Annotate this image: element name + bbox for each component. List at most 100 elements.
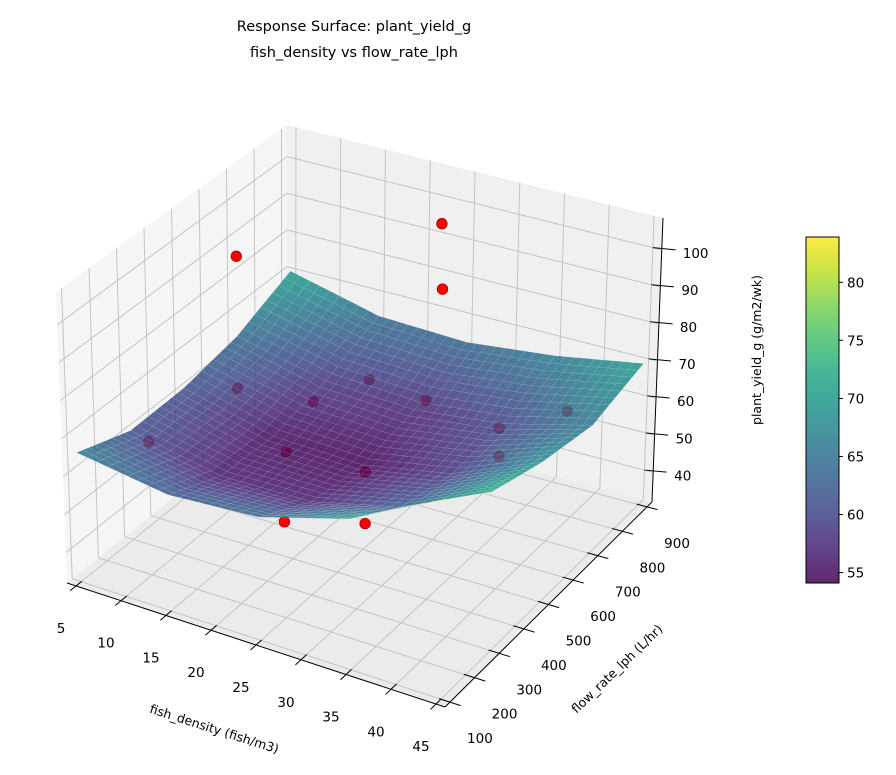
y-tick-label: 600 [590,609,616,625]
x-tick-mark [385,683,397,695]
grid-line-z [61,266,288,440]
z-tick-label: 40 [674,468,691,484]
x-tick-mark [340,668,352,681]
x-tick-mark [114,595,128,606]
surface-facet [492,481,509,488]
z-tick-label: 100 [683,246,709,262]
x-tick-label: 35 [322,710,339,726]
x-tick-mark [250,639,262,651]
z-tick-label: 90 [681,283,698,299]
x-tick-label: 30 [277,695,294,711]
y-tick-mark [537,600,560,609]
surface-facet [610,383,627,392]
x-tick-label: 5 [57,621,66,637]
surface-facet [464,493,481,497]
x-tick-mark [430,698,442,710]
x-tick-mark [295,654,307,666]
y-tick-label: 900 [664,536,690,552]
grid-line-z [58,192,288,364]
z-tick-mark [651,284,675,288]
grid-line-x [599,204,610,489]
colorbar-tick-label: 70 [847,391,864,407]
z-tick-mark [644,469,667,473]
x-tick-label: 25 [232,680,249,696]
y-tick-label: 500 [566,634,592,650]
response-surface [76,270,644,520]
grid-line-y [88,268,99,558]
y-tick-mark [587,552,609,560]
surface-facet [587,411,605,419]
colorbar-tick-label: 60 [847,507,864,523]
x-tick-mark [160,610,172,621]
axis-lines [66,217,676,710]
surface-facet [559,437,577,443]
y-tick-label: 400 [541,658,567,674]
grid-line-z [286,156,662,251]
grid-line-y [124,536,500,654]
grid-line-y [176,494,549,605]
z-tick-mark [648,358,672,362]
grid-line-z [59,229,288,402]
y-tick-mark [488,649,511,658]
grid-line-x [642,215,655,500]
colorbar-gradient [806,237,839,583]
observed-point [278,516,291,528]
y-tick-mark [636,503,658,511]
surface-facet [498,478,515,484]
colorbar-tick-label: 75 [847,333,864,349]
z-tick-mark [649,321,673,325]
y-tick-mark [611,527,634,535]
grid-line-y [116,248,126,537]
colorbar: 55 60 65 70 75 80 [805,236,864,584]
y-tick-label: 200 [492,707,518,723]
x-tick-label: 15 [142,650,159,666]
z-tick-mark [645,432,669,436]
surface-facet [621,369,639,378]
surface-facet [604,390,622,399]
z-tick-label: 70 [678,357,695,373]
y-tick-label: 800 [640,560,666,576]
z-tick-label: 50 [676,431,693,447]
x-tick-mark [205,624,217,636]
y-tick-mark [438,698,461,707]
x-tick-label: 45 [412,739,429,755]
observed-point [436,283,449,295]
grid-line-z [286,192,661,288]
tick-labels: 5 10 15 20 25 30 35 40 45 100 200 300 400 500 600 700 80… [57,246,709,755]
colorbar-frame [805,236,840,584]
colorbar-tick-label: 55 [847,566,864,582]
chart-title-line-1: Response Surface: plant_yield_g [237,19,471,35]
x-tick-label: 20 [187,665,204,681]
z-tick-mark [652,247,676,251]
z-tick-mark [647,395,670,399]
grid-line-z [286,229,660,325]
z-axis-label: plant_yield_g (g/m2/wk) [749,275,764,425]
z-tick-label: 60 [677,394,694,410]
grid-line-z [286,266,658,362]
observed-point [436,218,448,230]
z-tick-label: 80 [680,320,697,336]
y-tick-mark [513,625,535,633]
surface-facet [430,498,447,503]
observed-points-visible [230,218,449,295]
chart-title-line-2: fish_density vs flow_rate_lph [250,45,458,61]
surface-facet [470,492,487,496]
y-tick-mark [463,673,486,682]
observed-point [359,517,371,530]
surface-facet [436,498,453,502]
x-tick-label: 10 [97,636,114,652]
x-tick-mark [69,580,83,591]
colorbar-tick-label: 80 [847,275,864,291]
observed-point [230,250,242,262]
surface-facet [627,362,644,371]
x-tick-label: 40 [367,724,384,740]
surface-facet [459,494,475,498]
y-tick-label: 700 [615,585,641,601]
surface-facet [616,376,633,385]
y-tick-label: 100 [467,731,493,747]
colorbar-tick-label: 65 [847,449,864,465]
y-tick-mark [562,576,584,584]
y-tick-label: 300 [516,682,542,698]
